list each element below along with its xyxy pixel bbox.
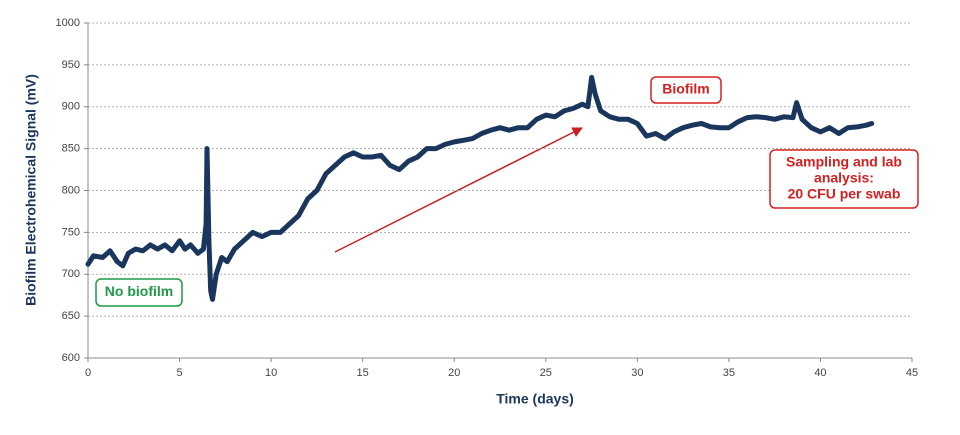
x-tick-label: 30 xyxy=(631,367,643,379)
x-tick-label: 25 xyxy=(540,367,552,379)
x-tick-label: 20 xyxy=(448,367,460,379)
annotation-text: Biofilm xyxy=(662,81,709,97)
y-axis-label: Biofilm Electrohemical Signal (mV) xyxy=(23,74,39,306)
x-tick-label: 45 xyxy=(906,367,918,379)
y-tick-label: 750 xyxy=(62,226,80,238)
y-tick-label: 650 xyxy=(62,310,80,322)
annotation-text: analysis: xyxy=(814,170,874,186)
y-tick-label: 850 xyxy=(62,143,80,155)
x-tick-label: 0 xyxy=(85,367,91,379)
trend-arrow xyxy=(334,127,583,253)
annotation-box xyxy=(95,278,183,307)
signal-line xyxy=(85,74,875,302)
annotation-box xyxy=(769,149,919,209)
x-tick-label: 35 xyxy=(723,367,735,379)
y-tick-label: 800 xyxy=(62,184,80,196)
annotation-text: Sampling and lab xyxy=(786,154,902,170)
annotation-text: No biofilm xyxy=(105,283,173,299)
x-tick-label: 10 xyxy=(265,367,277,379)
x-tick-label: 5 xyxy=(176,367,182,379)
y-tick-label: 950 xyxy=(62,59,80,71)
y-tick-label: 600 xyxy=(62,352,80,364)
x-axis-label: Time (days) xyxy=(496,391,574,407)
x-tick-label: 15 xyxy=(357,367,369,379)
y-tick-label: 900 xyxy=(62,101,80,113)
annotation-text: 20 CFU per swab xyxy=(788,186,901,202)
x-tick-label: 40 xyxy=(814,367,826,379)
y-tick-label: 1000 xyxy=(56,17,80,29)
annotation-box xyxy=(650,76,722,104)
y-tick-label: 700 xyxy=(62,268,80,280)
